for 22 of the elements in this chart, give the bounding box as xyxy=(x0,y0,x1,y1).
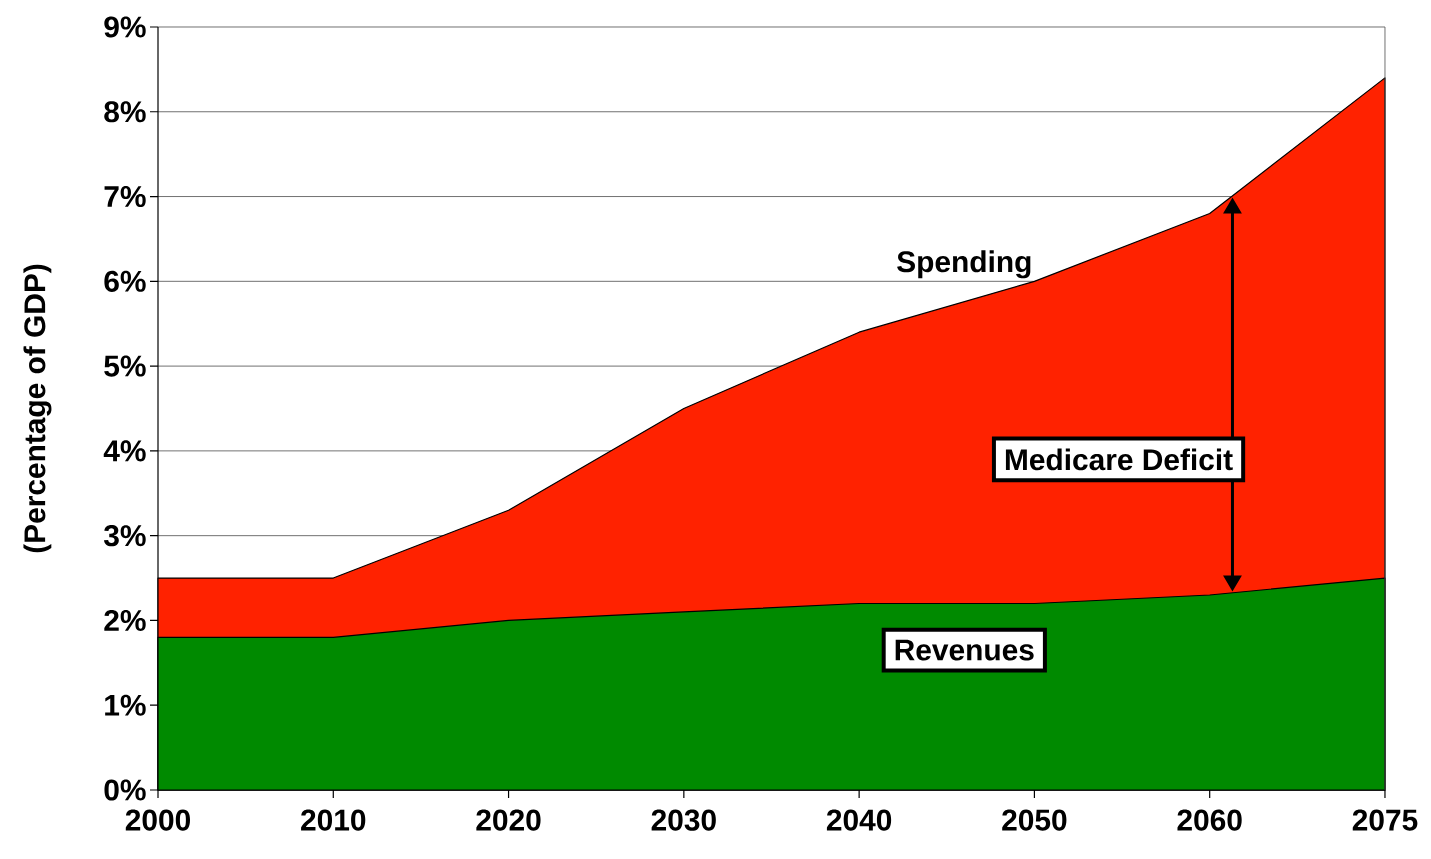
y-tick-label: 4% xyxy=(103,440,146,462)
x-tick-label: 2040 xyxy=(826,809,892,831)
y-tick-label: 1% xyxy=(105,694,146,716)
y-tick-label: 9% xyxy=(104,16,146,38)
y-tick-label: 5% xyxy=(104,355,146,377)
series-label: Revenues xyxy=(895,639,1034,661)
x-tick-label: 2010 xyxy=(301,809,366,831)
series-label: Spending xyxy=(897,250,1031,279)
x-tick-label: 2020 xyxy=(476,809,541,831)
y-tick-label: 3% xyxy=(103,525,146,547)
y-axis-title: (Percentage of GDP) xyxy=(23,264,52,553)
y-tick-label: 7% xyxy=(104,186,146,208)
y-tick-label: 2% xyxy=(104,609,146,631)
y-tick-label: 6% xyxy=(104,270,146,292)
x-tick-label: 2030 xyxy=(651,809,716,831)
x-tick-label: 2000 xyxy=(125,809,190,831)
x-tick-label: 2075 xyxy=(1352,809,1418,831)
y-tick-label: 0% xyxy=(104,779,146,801)
x-tick-label: 2050 xyxy=(1002,809,1067,831)
y-tick-label: 8% xyxy=(104,101,146,123)
annotation: Medicare Deficit xyxy=(1005,448,1233,471)
x-tick-label: 2060 xyxy=(1177,809,1242,831)
